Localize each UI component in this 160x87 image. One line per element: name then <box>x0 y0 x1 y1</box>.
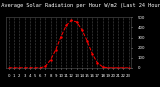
Text: Milwaukee Weather Average Solar Radiation per Hour W/m2 (Last 24 Hours): Milwaukee Weather Average Solar Radiatio… <box>0 3 160 8</box>
